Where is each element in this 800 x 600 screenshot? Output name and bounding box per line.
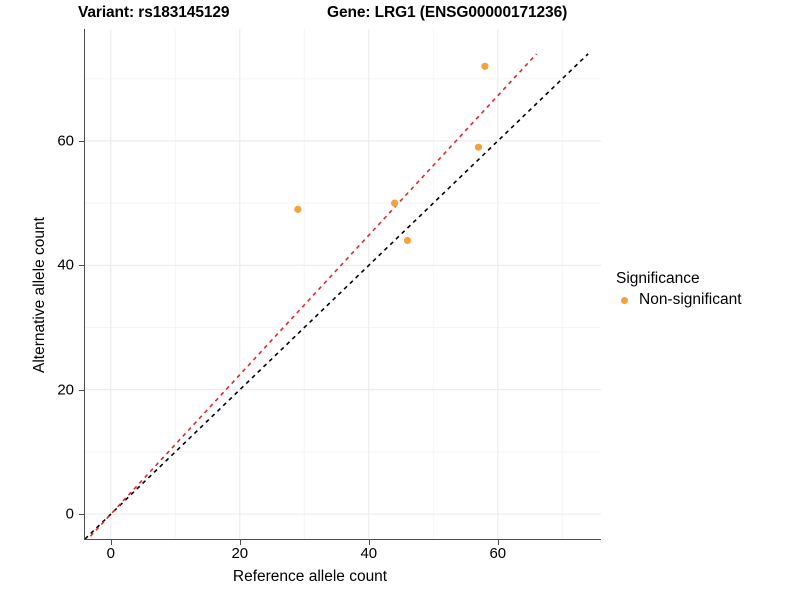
data-point[interactable] xyxy=(481,62,489,70)
legend-point-icon xyxy=(616,292,633,309)
x-tick-label: 20 xyxy=(231,545,249,562)
y-axis-tick-labels: 0 20 40 60 xyxy=(0,0,74,600)
y-tick-label: 0 xyxy=(65,505,74,523)
y-tickmark xyxy=(79,140,84,142)
legend-item-label: Non-significant xyxy=(639,291,742,308)
series-non-significant xyxy=(294,62,489,245)
y-tickmark xyxy=(79,514,84,516)
data-point[interactable] xyxy=(403,236,412,245)
reference-ratio-line xyxy=(86,53,538,539)
x-tick-label: 0 xyxy=(106,545,115,562)
gene-title: Gene: LRG1 (ENSG00000171236) xyxy=(327,4,568,21)
x-tickmark xyxy=(110,540,112,545)
x-tick-label: 60 xyxy=(489,545,507,562)
y-axis-line xyxy=(84,29,85,540)
y-axis-title: Alternative allele count xyxy=(31,217,48,373)
data-point[interactable] xyxy=(474,143,483,151)
panel-background xyxy=(85,29,601,539)
y-tick-label: 20 xyxy=(57,381,74,399)
x-tickmark xyxy=(368,540,370,545)
data-point[interactable] xyxy=(391,199,399,207)
y-tick-label: 60 xyxy=(57,132,74,150)
legend-items: Non-significant xyxy=(616,291,796,309)
variant-title: Variant: rs183145129 xyxy=(78,4,230,21)
x-axis-title: Reference allele count xyxy=(232,568,388,585)
legend-title: Significance xyxy=(616,270,700,287)
data-point[interactable] xyxy=(294,205,302,213)
plot-panel xyxy=(85,29,601,539)
plot-canvas xyxy=(85,29,601,539)
y-tickmark xyxy=(79,265,84,267)
y-tickmark xyxy=(79,389,84,391)
y-tick-label: 40 xyxy=(57,256,74,274)
x-tick-label: 40 xyxy=(360,545,378,562)
legend: Significance Non-significant xyxy=(616,270,796,309)
x-tickmark xyxy=(497,540,499,545)
x-tickmark xyxy=(239,540,241,545)
legend-item[interactable]: Non-significant xyxy=(616,291,796,309)
plot-title-row: Variant: rs183145129 Gene: LRG1 (ENSG000… xyxy=(0,4,800,26)
x-axis-line xyxy=(85,539,601,540)
